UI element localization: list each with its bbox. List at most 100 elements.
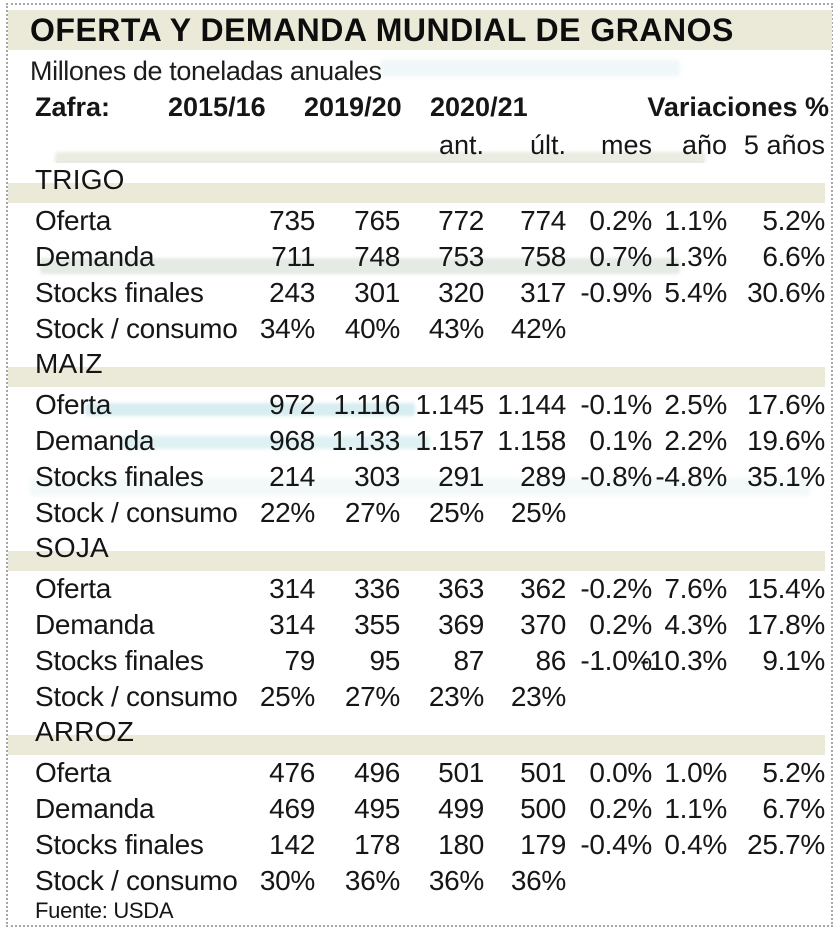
table-row: Demanda 314 355 369 370 0.2% 4.3% 17.8% (8, 607, 825, 643)
cell-anio: 7.6% (664, 573, 727, 604)
table-row: Stock / consumo 22% 27% 25% 25% (8, 495, 825, 531)
cell-ant: 501 (438, 757, 484, 788)
cell-ult: 758 (520, 241, 566, 272)
cell-ult: 23% (510, 681, 566, 712)
table-row: Oferta 476 496 501 501 0.0% 1.0% 5.2% (8, 755, 825, 791)
cell-mes: -1.0% (580, 645, 652, 676)
table-row: Stocks finales 79 95 87 86 -1.0% -10.3% … (8, 643, 825, 679)
title-band: OFERTA Y DEMANDA MUNDIAL DE GRANOS (8, 10, 832, 50)
cell-2019-20: 496 (354, 757, 400, 788)
cell-2015-16: 30% (259, 865, 315, 896)
cell-mes: 0.0% (589, 757, 652, 788)
section-header-trigo: TRIGO (8, 163, 825, 203)
cell-ant: 23% (428, 681, 484, 712)
cell-2015-16: 314 (269, 573, 315, 604)
table-subheader-row: ant. últ. mes año 5 años (8, 126, 825, 163)
cell-ant: 291 (438, 461, 484, 492)
row-label: Stock / consumo (35, 497, 238, 528)
table-row: Stocks finales 243 301 320 317 -0.9% 5.4… (8, 275, 825, 311)
cell-2015-16: 214 (269, 461, 315, 492)
cell-2015-16: 22% (259, 497, 315, 528)
cell-2019-20: 765 (354, 205, 400, 236)
cell-5anios: 15.4% (747, 573, 825, 604)
cell-anio: 1.1% (664, 793, 727, 824)
cell-2019-20: 1.133 (331, 425, 400, 456)
cell-ult: 25% (510, 497, 566, 528)
cell-ant: 180 (438, 829, 484, 860)
cell-5anios: 17.8% (747, 609, 825, 640)
cell-mes: 0.2% (589, 793, 652, 824)
cell-2019-20: 748 (354, 241, 400, 272)
row-label: Oferta (35, 573, 112, 604)
table-row: Stock / consumo 34% 40% 43% 42% (8, 311, 825, 347)
cell-ant: 1.157 (415, 425, 484, 456)
cell-5anios: 9.1% (762, 645, 825, 676)
variations-label: Variaciones % (647, 92, 829, 122)
cell-anio: -10.3% (640, 645, 727, 676)
cell-anio: -4.8% (655, 461, 727, 492)
cell-2019-20: 303 (354, 461, 400, 492)
cell-2015-16: 243 (269, 277, 315, 308)
cell-2015-16: 314 (269, 609, 315, 640)
cell-ult: 774 (520, 205, 566, 236)
table-row: Demanda 469 495 499 500 0.2% 1.1% 6.7% (8, 791, 825, 827)
cell-mes: -0.2% (580, 573, 652, 604)
row-label: Demanda (35, 241, 155, 272)
grain-table: Zafra: 2015/16 2019/20 2020/21 Variacion… (8, 88, 829, 925)
table-row: Stock / consumo 25% 27% 23% 23% (8, 679, 825, 715)
section-name: TRIGO (35, 164, 125, 195)
cell-2019-20: 1.116 (333, 389, 401, 420)
row-label: Demanda (35, 425, 155, 456)
row-label: Stocks finales (35, 645, 204, 676)
cell-ult: 86 (535, 645, 566, 676)
subheader-anio: año (681, 129, 727, 160)
cell-mes: 0.2% (589, 609, 652, 640)
cell-ant: 87 (453, 645, 484, 676)
cell-ult: 370 (520, 609, 566, 640)
row-label: Oferta (35, 757, 112, 788)
cell-mes: 0.2% (589, 205, 652, 236)
section-name: MAIZ (35, 348, 103, 379)
table-row: Stock / consumo 30% 36% 36% 36% (8, 863, 825, 899)
cell-2015-16: 972 (269, 389, 315, 420)
column-header-2020-21: 2020/21 (430, 92, 528, 122)
table-row: Oferta 972 1.116 1.145 1.144 -0.1% 2.5% … (8, 387, 825, 423)
cell-2019-20: 27% (344, 681, 400, 712)
column-header-2015-16: 2015/16 (168, 92, 266, 122)
row-label: Oferta (35, 205, 112, 236)
row-label: Stocks finales (35, 277, 204, 308)
cell-mes: 0.1% (589, 425, 652, 456)
cell-ant: 499 (438, 793, 484, 824)
row-label: Stocks finales (35, 829, 204, 860)
cell-mes: -0.9% (580, 277, 652, 308)
row-label: Stock / consumo (35, 865, 238, 896)
subheader-5anios: 5 años (743, 129, 825, 160)
cell-ant: 363 (438, 573, 484, 604)
cell-ant: 1.145 (415, 389, 484, 420)
page-title: OFERTA Y DEMANDA MUNDIAL DE GRANOS (30, 12, 734, 48)
cell-2015-16: 79 (284, 645, 315, 676)
cell-anio: 0.4% (664, 829, 727, 860)
cell-2019-20: 178 (354, 829, 400, 860)
table-row: Demanda 711 748 753 758 0.7% 1.3% 6.6% (8, 239, 825, 275)
cell-2019-20: 355 (354, 609, 400, 640)
cell-5anios: 30.6% (747, 277, 825, 308)
cell-anio: 2.5% (664, 389, 727, 420)
cell-anio: 1.1% (664, 205, 727, 236)
cell-2015-16: 25% (259, 681, 315, 712)
row-label: Stocks finales (35, 461, 204, 492)
cell-ult: 42% (510, 313, 566, 344)
cell-2019-20: 27% (344, 497, 400, 528)
cell-5anios: 19.6% (747, 425, 825, 456)
cell-anio: 1.0% (664, 757, 727, 788)
cell-ult: 501 (520, 757, 566, 788)
cell-5anios: 6.7% (762, 793, 825, 824)
section-header-maiz: MAIZ (8, 347, 825, 387)
cell-ult: 1.158 (497, 425, 566, 456)
cell-2019-20: 95 (369, 645, 400, 676)
cell-2019-20: 495 (354, 793, 400, 824)
cell-5anios: 5.2% (762, 205, 825, 236)
cell-anio: 2.2% (664, 425, 727, 456)
cell-ant: 36% (428, 865, 484, 896)
table-row: Oferta 314 336 363 362 -0.2% 7.6% 15.4% (8, 571, 825, 607)
